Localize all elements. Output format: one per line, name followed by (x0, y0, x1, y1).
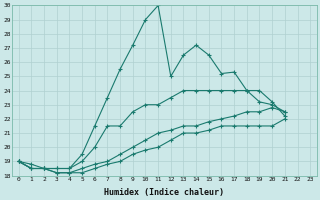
X-axis label: Humidex (Indice chaleur): Humidex (Indice chaleur) (104, 188, 224, 197)
